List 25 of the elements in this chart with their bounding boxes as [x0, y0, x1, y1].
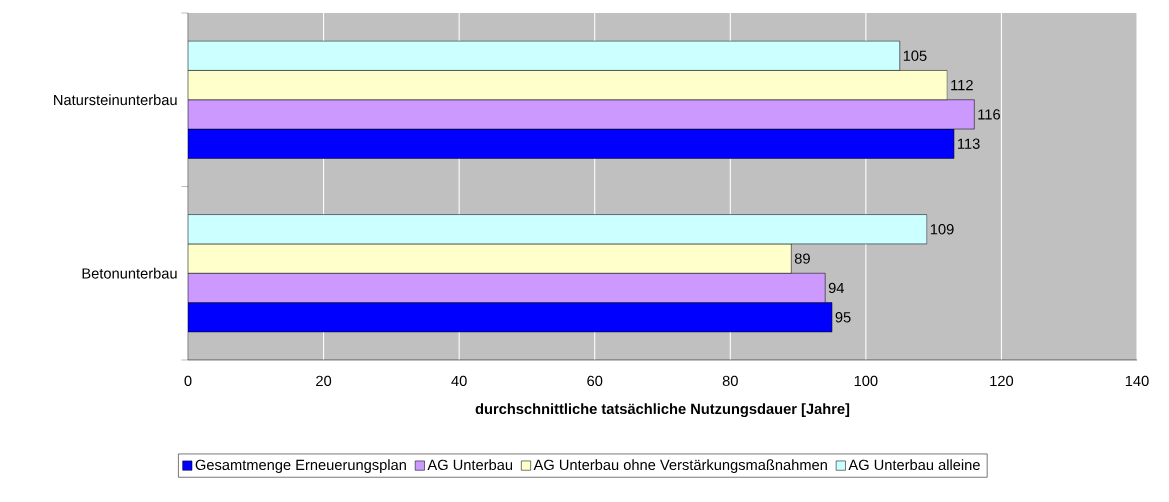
x-tick-label: 140 [1125, 375, 1149, 387]
y-tick-label: Natursteinunterbau [54, 94, 177, 106]
data-label: 116 [978, 109, 1000, 120]
data-label: 112 [951, 79, 973, 91]
x-tick-label: 120 [990, 375, 1014, 387]
data-label: 95 [835, 312, 851, 323]
legend-label: Gesamtmenge Erneuerungsplan [195, 459, 406, 473]
data-label: 113 [958, 138, 980, 149]
y-tick-label: Betonunterbau [82, 267, 177, 279]
data-label: 105 [903, 50, 927, 61]
data-label: 89 [794, 253, 810, 264]
legend-label: AG Unterbau [427, 459, 513, 471]
x-tick-label: 80 [722, 375, 738, 387]
data-label: 109 [930, 224, 954, 235]
legend-label: AG Unterbau ohne Verstärkungsmaßnahmen [533, 459, 827, 473]
bar [188, 128, 955, 159]
x-tick-label: 100 [854, 375, 878, 387]
x-tick-label: 20 [316, 375, 332, 387]
x-tick-label: 60 [587, 375, 603, 387]
x-tick-label: 0 [184, 375, 192, 387]
x-tick-label: 40 [451, 375, 467, 387]
legend-label: AG Unterbau alleine [848, 459, 980, 471]
bar [188, 302, 833, 333]
x-axis-title: durchschnittliche tatsächliche Nutzungsdauer [Jahre] [475, 403, 850, 417]
data-label: 94 [828, 282, 844, 294]
